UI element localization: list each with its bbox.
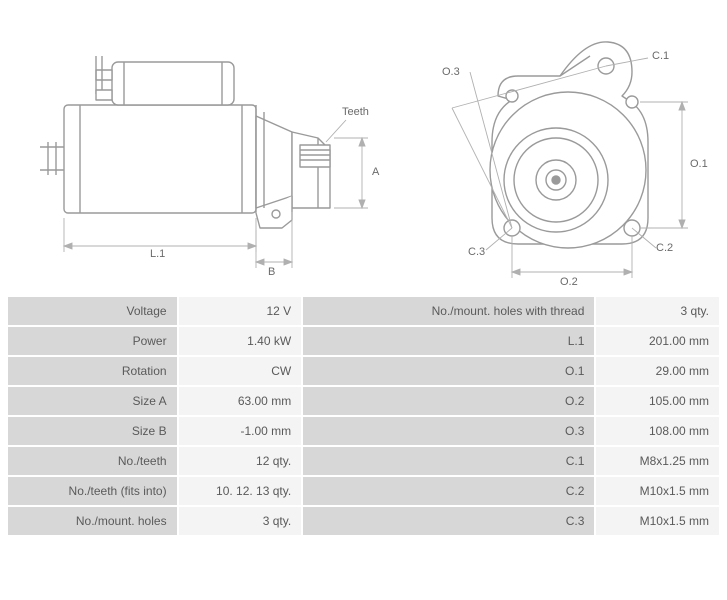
diagram-svg	[0, 0, 727, 295]
spec-label: Rotation	[8, 357, 177, 385]
spec-label: Size B	[8, 417, 177, 445]
spec-value: 1.40 kW	[179, 327, 302, 355]
spec-value: 12 qty.	[179, 447, 302, 475]
label-b: B	[268, 266, 275, 278]
table-row: Size A63.00 mmO.2105.00 mm	[8, 387, 719, 415]
table-row: No./teeth12 qty.C.1M8x1.25 mm	[8, 447, 719, 475]
spec-label: C.1	[303, 447, 594, 475]
spec-value: 105.00 mm	[596, 387, 719, 415]
spec-value: 201.00 mm	[596, 327, 719, 355]
spec-label: O.3	[303, 417, 594, 445]
label-a: A	[372, 166, 379, 178]
label-teeth: Teeth	[342, 106, 369, 118]
spec-value: 3 qty.	[179, 507, 302, 535]
spec-value: M10x1.5 mm	[596, 507, 719, 535]
spec-label: No./teeth	[8, 447, 177, 475]
spec-label: Power	[8, 327, 177, 355]
table-row: RotationCWO.129.00 mm	[8, 357, 719, 385]
spec-table: Voltage12 VNo./mount. holes with thread3…	[6, 295, 721, 537]
spec-label: L.1	[303, 327, 594, 355]
spec-value: 63.00 mm	[179, 387, 302, 415]
spec-label: No./mount. holes	[8, 507, 177, 535]
spec-label: C.3	[303, 507, 594, 535]
table-row: No./mount. holes3 qty.C.3M10x1.5 mm	[8, 507, 719, 535]
spec-value: CW	[179, 357, 302, 385]
label-o2: O.2	[560, 276, 578, 288]
spec-label: Voltage	[8, 297, 177, 325]
spec-value: M10x1.5 mm	[596, 477, 719, 505]
label-c2: C.2	[656, 242, 673, 254]
table-row: Power1.40 kWL.1201.00 mm	[8, 327, 719, 355]
spec-value: 12 V	[179, 297, 302, 325]
spec-value: 3 qty.	[596, 297, 719, 325]
spec-value: 108.00 mm	[596, 417, 719, 445]
technical-diagram: Teeth A B L.1 O.1 O.2 O.3 C.1 C.2 C.3	[0, 0, 727, 295]
table-row: Size B-1.00 mmO.3108.00 mm	[8, 417, 719, 445]
table-row: No./teeth (fits into)10. 12. 13 qty.C.2M…	[8, 477, 719, 505]
spec-table-body: Voltage12 VNo./mount. holes with thread3…	[8, 297, 719, 535]
label-l1: L.1	[150, 248, 165, 260]
label-c1: C.1	[652, 50, 669, 62]
spec-value: 10. 12. 13 qty.	[179, 477, 302, 505]
label-c3: C.3	[468, 246, 485, 258]
table-row: Voltage12 VNo./mount. holes with thread3…	[8, 297, 719, 325]
spec-label: C.2	[303, 477, 594, 505]
spec-value: M8x1.25 mm	[596, 447, 719, 475]
spec-label: O.2	[303, 387, 594, 415]
spec-label: No./mount. holes with thread	[303, 297, 594, 325]
spec-label: Size A	[8, 387, 177, 415]
spec-label: No./teeth (fits into)	[8, 477, 177, 505]
spec-label: O.1	[303, 357, 594, 385]
spec-value: -1.00 mm	[179, 417, 302, 445]
label-o1: O.1	[690, 158, 708, 170]
spec-value: 29.00 mm	[596, 357, 719, 385]
label-o3: O.3	[442, 66, 460, 78]
